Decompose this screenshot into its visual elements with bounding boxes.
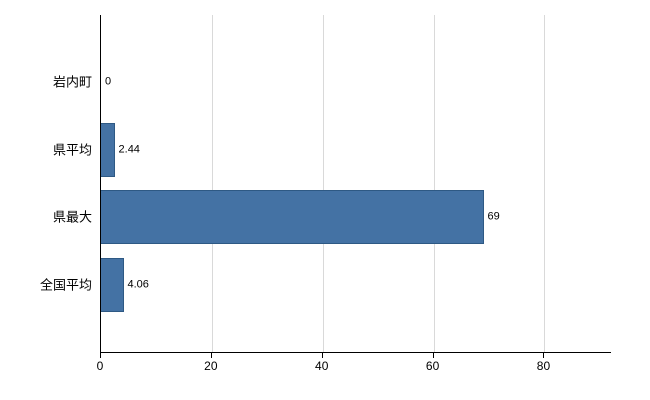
bar <box>101 122 115 177</box>
x-axis-tick-label: 60 <box>425 359 440 373</box>
x-axis-tick <box>321 353 323 358</box>
x-axis-tick-label: 20 <box>204 359 218 373</box>
value-label: 0 <box>105 75 112 88</box>
x-axis-tick <box>432 353 434 358</box>
value-label: 4.06 <box>127 278 149 291</box>
x-axis-tick-label: 40 <box>315 359 329 373</box>
value-label: 2.44 <box>118 143 140 156</box>
gridline <box>433 15 435 352</box>
x-axis-tick-label: 80 <box>536 359 551 373</box>
bar <box>101 190 484 245</box>
category-label: 岩内町 <box>52 74 92 90</box>
plot-area: 0 2.44 69 4.06 <box>100 15 611 353</box>
gridline <box>211 15 213 352</box>
gridline <box>544 15 546 352</box>
x-axis-tick <box>210 353 212 358</box>
x-axis-tick-label: 0 <box>96 359 104 373</box>
value-label: 69 <box>487 210 500 223</box>
category-label: 県最大 <box>52 209 92 225</box>
category-label: 県平均 <box>52 142 92 158</box>
gridline <box>322 15 324 352</box>
x-axis-tick <box>543 353 545 358</box>
x-axis-tick <box>100 353 101 358</box>
category-label: 全国平均 <box>39 277 92 293</box>
bar <box>101 257 124 312</box>
